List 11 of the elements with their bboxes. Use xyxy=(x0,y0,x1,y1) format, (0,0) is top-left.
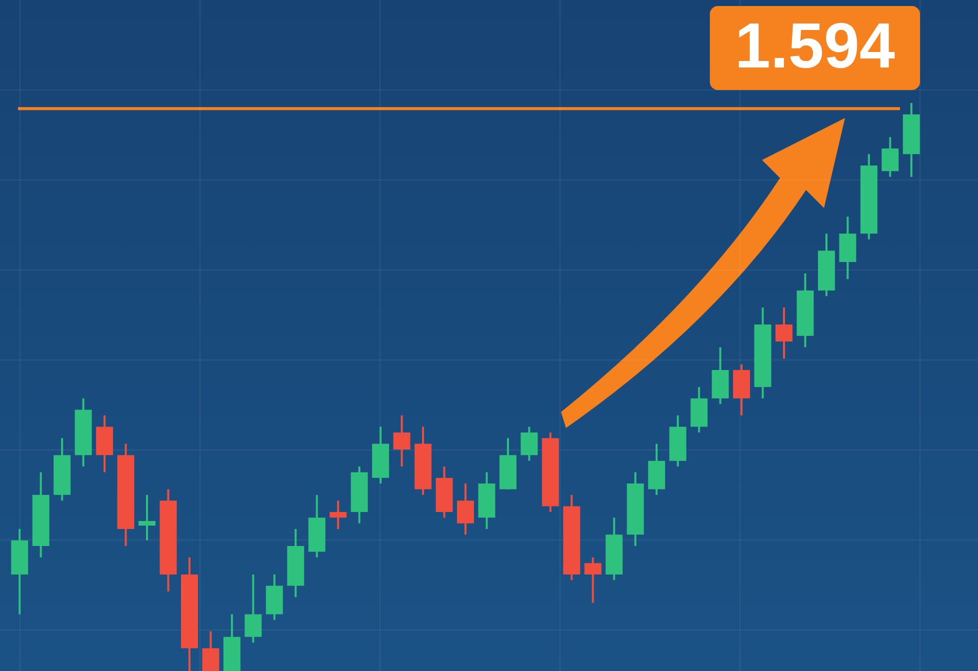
candlestick xyxy=(882,136,899,178)
candlestick xyxy=(457,482,474,536)
candlestick xyxy=(330,500,347,530)
candlestick xyxy=(138,494,156,542)
text: 1.594 xyxy=(734,10,896,82)
candlestick xyxy=(393,414,410,468)
candlestick xyxy=(775,306,792,360)
candlestick xyxy=(202,630,220,671)
candlestick xyxy=(520,426,538,462)
candlestick xyxy=(584,556,602,604)
candlestick xyxy=(244,573,262,644)
